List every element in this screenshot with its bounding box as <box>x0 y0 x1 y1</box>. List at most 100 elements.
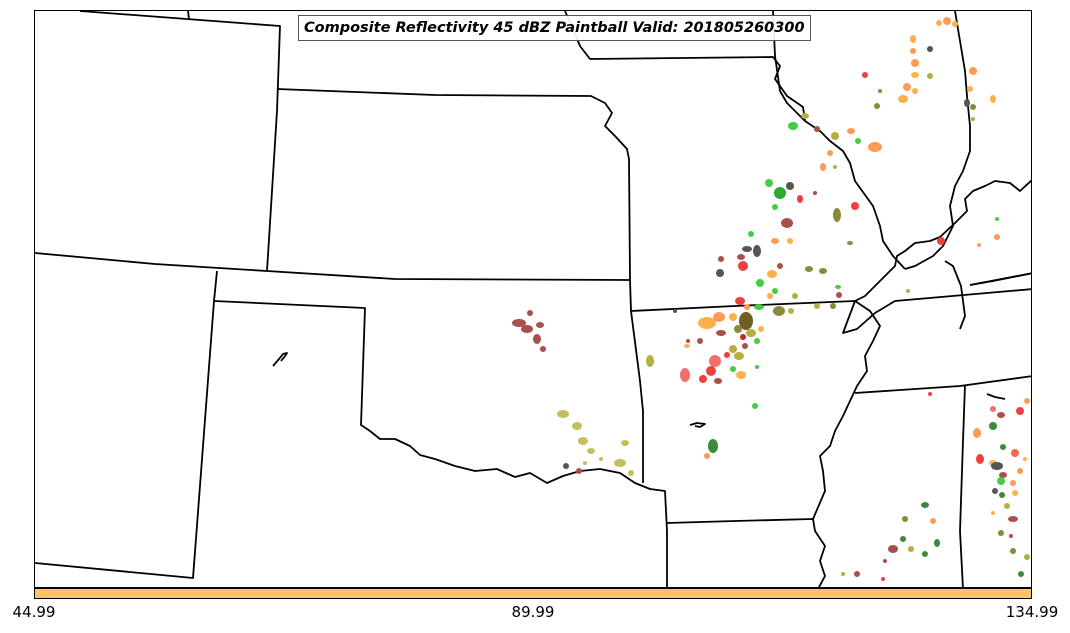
echo-blob <box>748 231 754 237</box>
echo-blob <box>881 577 885 581</box>
echo-blob <box>738 261 748 271</box>
state-border <box>35 252 631 281</box>
echo-blob <box>563 463 569 469</box>
echo-blob <box>716 330 726 336</box>
echo-blob <box>995 217 999 221</box>
echo-blob <box>792 293 798 299</box>
echo-blob <box>773 306 785 316</box>
echo-blob <box>771 238 779 244</box>
echo-blob <box>599 457 603 461</box>
echo-blob <box>1011 449 1019 457</box>
echo-blob <box>801 113 809 119</box>
echo-blob <box>898 95 908 103</box>
echo-blob <box>1016 407 1024 415</box>
echo-blob <box>934 539 940 547</box>
echo-blob <box>878 89 882 93</box>
echo-blob <box>772 288 778 294</box>
echo-blob <box>999 472 1007 478</box>
echo-blob <box>952 21 958 27</box>
echo-blob <box>908 546 914 552</box>
echo-blob <box>621 440 629 446</box>
echo-blob <box>830 303 836 309</box>
echo-blob <box>576 468 582 474</box>
echo-blob <box>752 403 758 409</box>
echo-blob <box>686 339 690 343</box>
echo-blob <box>730 366 736 372</box>
echo-blob <box>718 256 724 262</box>
echo-blob <box>1010 548 1016 554</box>
echo-blob <box>998 530 1004 536</box>
echo-blob <box>742 246 752 252</box>
echo-blob <box>1024 554 1030 560</box>
echo-blob <box>729 345 737 353</box>
echo-blob <box>734 325 742 333</box>
echo-blob <box>1018 571 1024 577</box>
echo-blob <box>772 204 778 210</box>
echo-blob <box>943 17 951 25</box>
state-border <box>35 270 218 579</box>
colorbar-tick-min: 44.99 <box>12 603 56 621</box>
echo-blob <box>572 422 582 430</box>
echo-blob <box>736 371 746 379</box>
echo-blob <box>991 511 995 515</box>
echo-blob <box>1024 398 1030 404</box>
echo-blob <box>992 488 998 494</box>
echo-blob <box>767 270 777 278</box>
echo-blob <box>911 59 919 67</box>
echo-blob <box>557 410 569 418</box>
echo-blob <box>906 289 910 293</box>
echo-blob <box>583 461 587 465</box>
colorbar <box>34 588 1032 599</box>
echo-blob <box>997 477 1005 485</box>
echo-blob <box>756 279 764 287</box>
echo-blob <box>704 453 710 459</box>
lake <box>944 260 966 330</box>
state-border <box>812 300 881 520</box>
echo-blob <box>1000 444 1006 450</box>
echo-blob <box>930 518 936 524</box>
echo-blob <box>964 99 970 107</box>
echo-blob <box>900 536 906 542</box>
echo-blob <box>910 48 916 54</box>
echo-blob <box>697 338 703 344</box>
echo-blob <box>646 355 654 367</box>
echo-blob <box>527 310 533 316</box>
echo-blob <box>969 67 977 75</box>
echo-blob <box>835 285 841 289</box>
echo-blob <box>781 218 793 228</box>
echo-blob <box>902 516 908 522</box>
echo-blob <box>536 322 544 328</box>
echo-blob <box>708 439 718 453</box>
map-title: Composite Reflectivity 45 dBZ Paintball … <box>298 15 811 41</box>
echo-blob <box>928 392 932 396</box>
echo-blob <box>587 448 595 454</box>
echo-blob <box>989 422 997 430</box>
echo-blob <box>744 304 750 310</box>
echo-blob <box>1017 468 1023 474</box>
echo-blob <box>755 365 759 369</box>
paintball-echoes <box>512 17 1030 581</box>
echo-blob <box>994 234 1000 240</box>
echo-blob <box>862 72 868 78</box>
echo-blob <box>888 545 898 553</box>
echo-blob <box>847 128 855 134</box>
echo-blob <box>883 559 887 563</box>
echo-blob <box>540 346 546 352</box>
echo-blob <box>970 104 976 110</box>
echo-blob <box>684 344 690 348</box>
echo-blob <box>797 195 803 203</box>
echo-blob <box>868 142 882 152</box>
echo-blob <box>740 334 746 340</box>
echo-blob <box>714 378 722 384</box>
echo-blob <box>533 334 541 344</box>
echo-blob <box>971 117 975 121</box>
echo-blob <box>1012 490 1018 496</box>
state-boundaries <box>35 11 1031 587</box>
echo-blob <box>512 319 526 327</box>
lake <box>272 352 288 367</box>
echo-blob <box>765 179 773 187</box>
state-border <box>276 88 631 281</box>
echo-blob <box>854 571 860 577</box>
echo-blob <box>855 138 861 144</box>
echo-blob <box>774 187 786 199</box>
